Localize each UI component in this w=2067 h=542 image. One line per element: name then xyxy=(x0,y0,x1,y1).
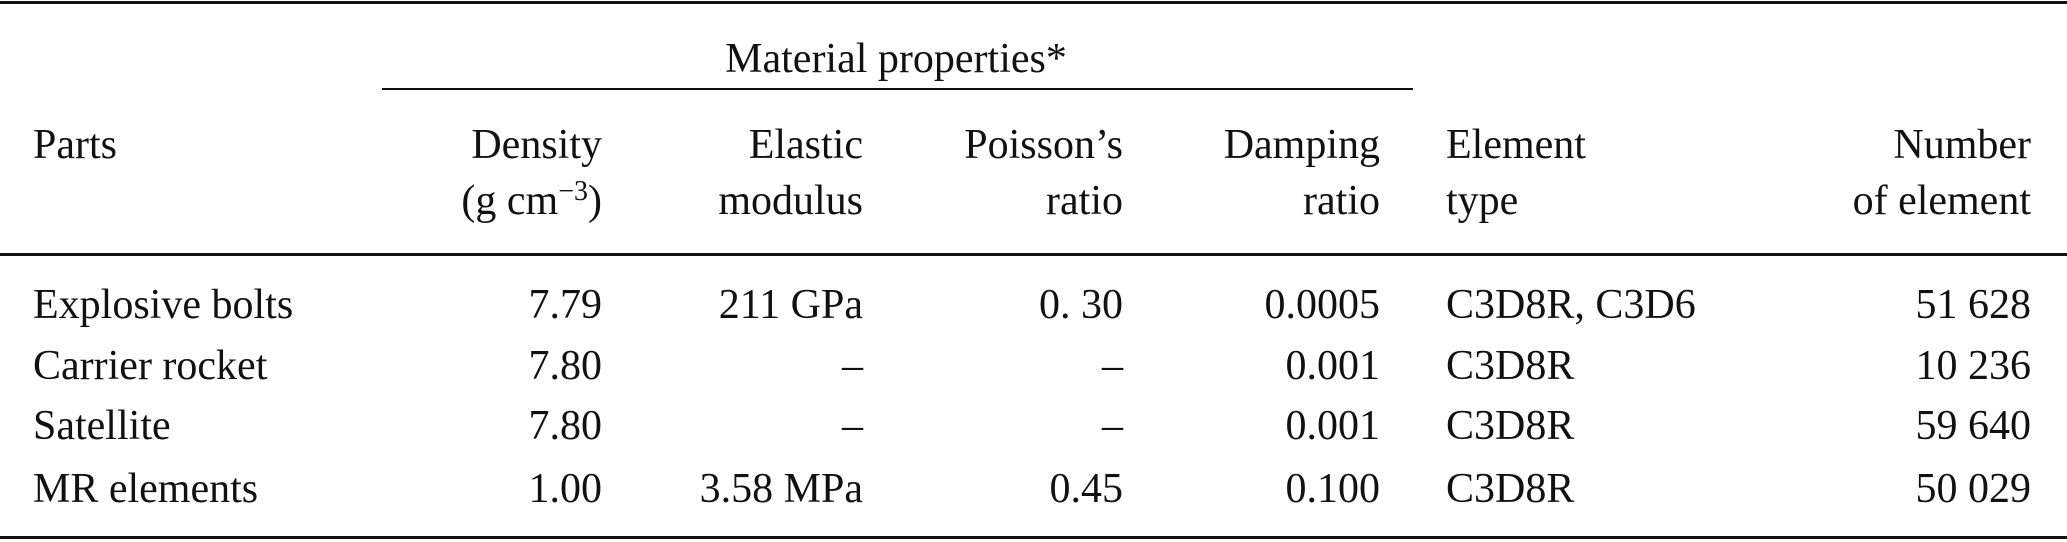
header-element-type-line1: Element xyxy=(1446,124,1586,166)
cell-element-type: C3D8R, C3D6 xyxy=(1446,282,1696,328)
cell-density: 7.80 xyxy=(528,403,603,449)
header-text: Density xyxy=(471,122,602,168)
header-density-line1: Density xyxy=(471,124,602,166)
cell-damping-ratio: 0.100 xyxy=(1285,466,1381,512)
bottom-rule xyxy=(0,536,2067,539)
header-text: Parts xyxy=(33,122,117,168)
header-text: ratio xyxy=(1046,178,1123,224)
header-rule xyxy=(0,253,2067,256)
cell-density: 7.80 xyxy=(528,343,603,389)
cell-poissons-ratio: 0. 30 xyxy=(1039,282,1123,328)
cell-elastic-modulus: – xyxy=(842,343,863,389)
group-header-material-properties: Material properties* xyxy=(725,36,1067,82)
cell-damping-ratio: 0.001 xyxy=(1285,343,1381,389)
cell-element-type: C3D8R xyxy=(1446,403,1575,449)
header-parts-line1: Parts xyxy=(33,124,117,166)
cell-number-of-element: 59 640 xyxy=(1915,403,2032,449)
cell-elastic-modulus: – xyxy=(842,403,863,449)
cell-damping-ratio: 0.0005 xyxy=(1264,282,1381,328)
header-text: (g cm xyxy=(461,178,559,224)
cell-number-of-element: 10 236 xyxy=(1915,343,2032,389)
header-elastic-modulus-line1: Elastic xyxy=(749,124,863,166)
header-poissons-ratio-line2: ratio xyxy=(1046,180,1123,222)
cell-parts: Satellite xyxy=(33,403,171,449)
header-number-of-element-line2: of element xyxy=(1853,180,2031,222)
header-superscript: −3 xyxy=(558,176,588,207)
cell-element-type: C3D8R xyxy=(1446,343,1575,389)
cell-poissons-ratio: 0.45 xyxy=(1049,466,1124,512)
header-number-of-element-line1: Number xyxy=(1893,124,2031,166)
group-header-rule xyxy=(382,88,1413,90)
cell-number-of-element: 51 628 xyxy=(1915,282,2032,328)
cell-element-type: C3D8R xyxy=(1446,466,1575,512)
cell-parts: Carrier rocket xyxy=(33,343,268,389)
header-text: ratio xyxy=(1303,178,1380,224)
header-element-type-line2: type xyxy=(1446,180,1518,222)
header-damping-ratio-line1: Damping xyxy=(1224,124,1380,166)
header-text: modulus xyxy=(718,178,863,224)
cell-parts: MR elements xyxy=(33,466,259,512)
header-text: Damping xyxy=(1223,122,1380,168)
header-text: type xyxy=(1446,178,1519,224)
header-text-end: ) xyxy=(588,178,602,224)
cell-poissons-ratio: – xyxy=(1102,403,1123,449)
header-text: Number xyxy=(1893,122,2031,168)
header-text: of element xyxy=(1852,178,2031,224)
header-text: Element xyxy=(1446,122,1586,168)
header-text: Elastic xyxy=(748,122,863,168)
cell-number-of-element: 50 029 xyxy=(1915,466,2032,512)
header-damping-ratio-line2: ratio xyxy=(1303,180,1380,222)
header-density-line2: (g cm−3) xyxy=(461,178,602,224)
cell-density: 7.79 xyxy=(528,282,603,328)
cell-damping-ratio: 0.001 xyxy=(1285,403,1381,449)
header-text: Poisson’s xyxy=(964,122,1123,168)
header-elastic-modulus-line2: modulus xyxy=(718,180,863,222)
top-rule xyxy=(0,1,2067,4)
cell-parts: Explosive bolts xyxy=(33,282,294,328)
header-poissons-ratio-line1: Poisson’s xyxy=(964,124,1123,166)
cell-density: 1.00 xyxy=(528,466,603,512)
cell-elastic-modulus: 3.58 MPa xyxy=(699,466,863,512)
cell-poissons-ratio: – xyxy=(1102,343,1123,389)
cell-elastic-modulus: 211 GPa xyxy=(718,282,863,328)
